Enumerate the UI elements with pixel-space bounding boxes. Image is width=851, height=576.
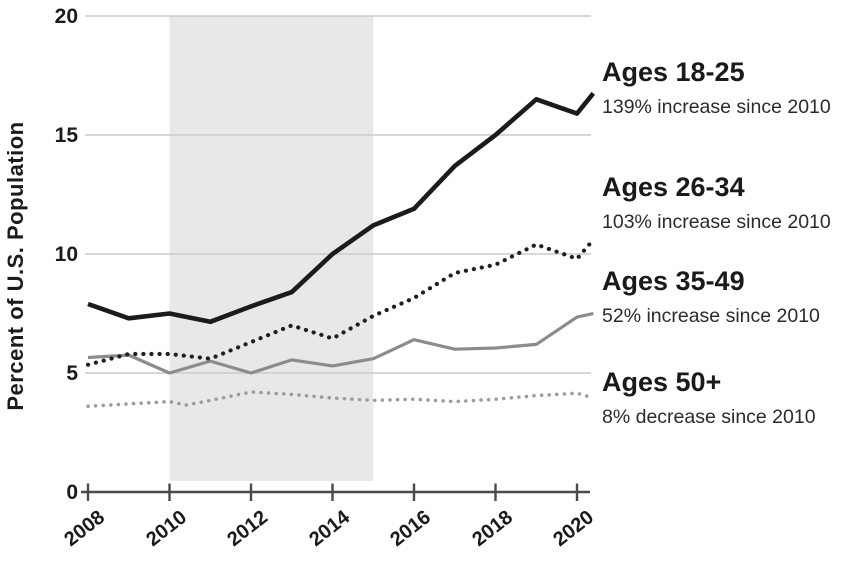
y-tick-label-10: 10: [54, 243, 78, 266]
legend-entry-ages-50plus: Ages 50+ 8% decrease since 2010: [602, 367, 848, 428]
legend-subtitle-ages-35-49: 52% increase since 2010: [602, 305, 820, 327]
legend-entry-ages-18-25: Ages 18-25 139% increase since 2010: [602, 57, 848, 118]
series-line-ages-26-34: [85, 237, 596, 367]
y-tick-label-0: 0: [66, 481, 78, 504]
legend-subtitle-ages-18-25: 139% increase since 2010: [602, 96, 831, 118]
legend-entry-ages-35-49: Ages 35-49 52% increase since 2010: [602, 266, 848, 327]
y-axis-title: Percent of U.S. Population: [3, 121, 28, 411]
legend-title-ages-18-25: Ages 18-25: [602, 57, 745, 87]
y-tick-label-20: 20: [54, 5, 78, 28]
legend-subtitle-ages-50plus: 8% decrease since 2010: [602, 406, 816, 428]
series-line-ages-35-49: [87, 311, 594, 375]
series-line-ages-18-25: [87, 91, 596, 325]
legend-title-ages-26-34: Ages 26-34: [602, 172, 745, 202]
legend-subtitle-ages-26-34: 103% increase since 2010: [602, 211, 831, 233]
y-tick-label-15: 15: [54, 124, 78, 147]
legend-title-ages-50plus: Ages 50+: [602, 367, 722, 397]
legend-title-ages-35-49: Ages 35-49: [602, 266, 745, 296]
legend-entry-ages-26-34: Ages 26-34 103% increase since 2010: [602, 172, 848, 233]
y-tick-label-5: 5: [66, 362, 78, 385]
